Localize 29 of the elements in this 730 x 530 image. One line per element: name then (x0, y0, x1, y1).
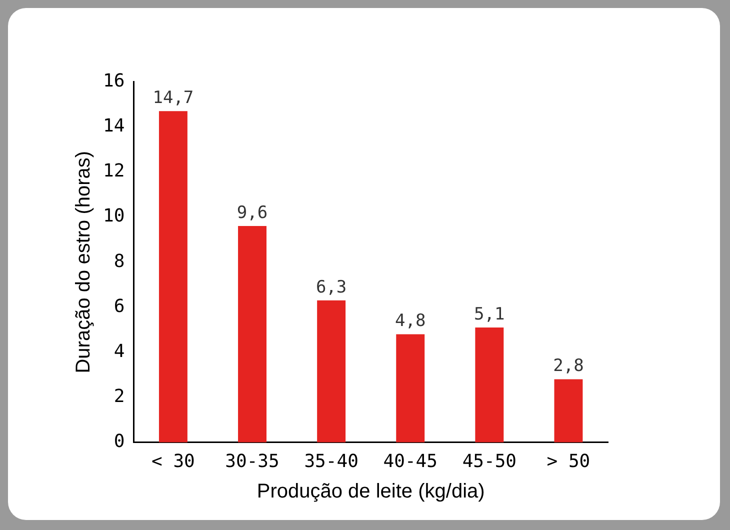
data-label: 5,1 (474, 304, 505, 324)
x-tick-label: 40-45 (383, 450, 438, 472)
bar (475, 327, 504, 442)
bar (396, 334, 425, 442)
y-tick-label: 16 (102, 70, 125, 92)
bar (554, 379, 583, 442)
data-label: 4,8 (395, 311, 426, 332)
y-tick-label: 12 (102, 160, 125, 182)
y-tick-label: 10 (102, 206, 125, 227)
y-axis-title: Duração do estro (horas) (72, 150, 95, 374)
data-label: 14,7 (152, 88, 194, 108)
y-tick-label: 0 (114, 431, 125, 452)
x-tick-label: 30-35 (225, 450, 280, 472)
y-tick-label: 2 (114, 386, 125, 407)
bar (238, 226, 266, 442)
y-tick-label: 6 (114, 296, 125, 317)
bar (317, 300, 346, 442)
data-label: 6,3 (316, 277, 347, 298)
y-tick-label: 8 (114, 250, 125, 272)
y-tick-label: 4 (114, 340, 125, 362)
data-label: 9,6 (236, 202, 268, 223)
x-axis-title: Produção de leite (kg/dia) (256, 480, 485, 503)
bar (158, 111, 188, 442)
x-tick-label: 45-50 (462, 450, 517, 472)
data-label: 2,8 (553, 356, 584, 376)
x-tick-label: < 30 (152, 450, 195, 472)
x-tick-label: > 50 (546, 450, 590, 472)
x-tick-label: 35-40 (304, 450, 358, 472)
y-tick-label: 14 (102, 116, 125, 137)
